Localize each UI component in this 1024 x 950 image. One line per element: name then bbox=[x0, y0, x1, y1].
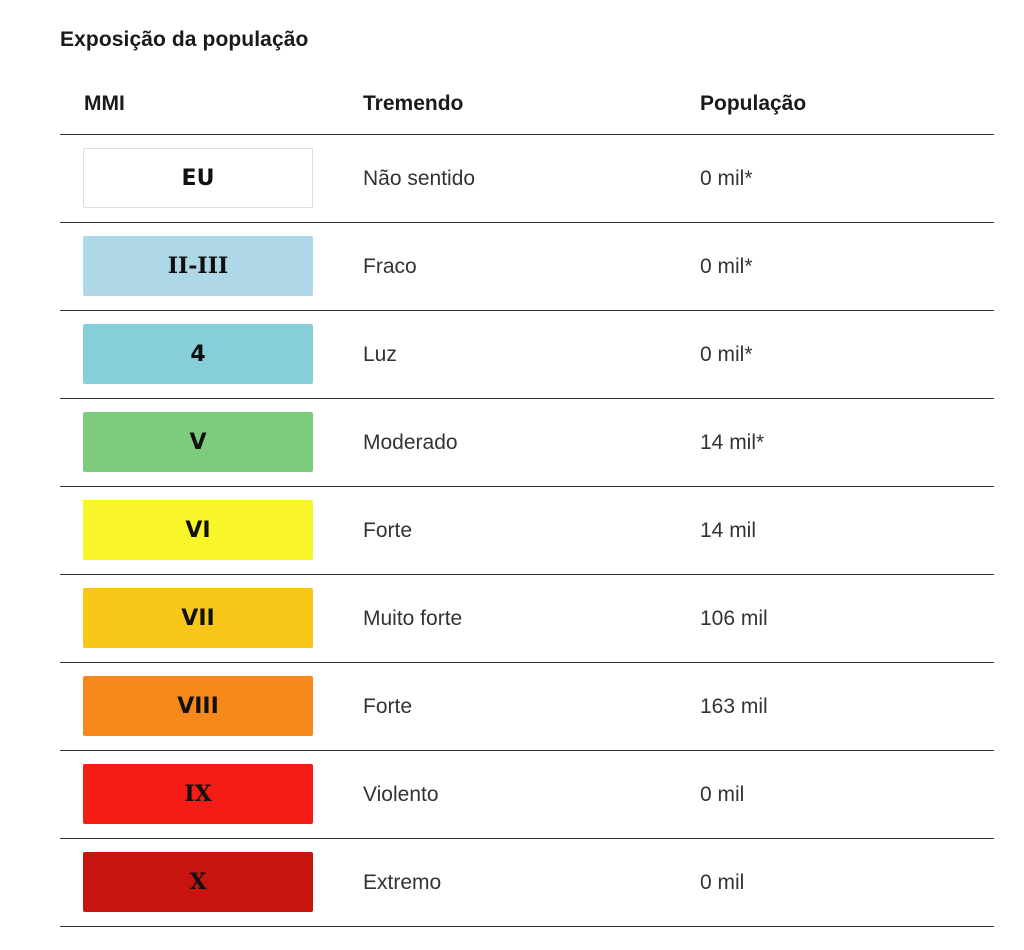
shaking-cell: Fraco bbox=[363, 255, 417, 278]
population-cell: 0 mil* bbox=[700, 167, 753, 190]
population-cell: 0 mil* bbox=[700, 255, 753, 278]
mmi-swatch: IX bbox=[83, 764, 313, 824]
table-row: V Moderado 14 mil* bbox=[60, 399, 994, 487]
mmi-swatch: VIII bbox=[83, 676, 313, 736]
table-row: 4 Luz 0 mil* bbox=[60, 311, 994, 399]
shaking-cell: Forte bbox=[363, 519, 413, 542]
table-row: X Extremo 0 mil bbox=[60, 839, 994, 927]
population-exposure-table: EU Não sentido 0 mil* II-III Fraco 0 mil… bbox=[60, 135, 994, 927]
column-header-shaking: Tremendo bbox=[363, 92, 464, 115]
mmi-swatch: VI bbox=[83, 500, 313, 560]
table-row: EU Não sentido 0 mil* bbox=[60, 135, 994, 223]
column-header-mmi: MMI bbox=[84, 92, 125, 115]
table-row: VII Muito forte 106 mil bbox=[60, 575, 994, 663]
population-cell: 0 mil bbox=[700, 783, 745, 806]
mmi-swatch: V bbox=[83, 412, 313, 472]
table-header: MMI Tremendo População bbox=[60, 88, 994, 135]
shaking-cell: Não sentido bbox=[363, 167, 476, 190]
shaking-cell: Muito forte bbox=[363, 607, 463, 630]
shaking-cell: Violento bbox=[363, 783, 439, 806]
population-cell: 163 mil bbox=[700, 695, 768, 718]
shaking-cell: Moderado bbox=[363, 431, 458, 454]
mmi-swatch: VII bbox=[83, 588, 313, 648]
table-row: II-III Fraco 0 mil* bbox=[60, 223, 994, 311]
shaking-cell: Extremo bbox=[363, 871, 442, 894]
population-cell: 0 mil bbox=[700, 871, 745, 894]
population-cell: 0 mil* bbox=[700, 343, 753, 366]
shaking-cell: Luz bbox=[363, 343, 397, 366]
mmi-swatch: X bbox=[83, 852, 313, 912]
table-row: IX Violento 0 mil bbox=[60, 751, 994, 839]
page-title: Exposição da população bbox=[60, 28, 309, 51]
table-row: VIII Forte 163 mil bbox=[60, 663, 994, 751]
mmi-swatch: 4 bbox=[83, 324, 313, 384]
population-cell: 106 mil bbox=[700, 607, 768, 630]
shaking-cell: Forte bbox=[363, 695, 413, 718]
population-cell: 14 mil bbox=[700, 519, 757, 542]
mmi-swatch: EU bbox=[83, 148, 313, 208]
mmi-swatch: II-III bbox=[83, 236, 313, 296]
column-header-population: População bbox=[700, 92, 807, 115]
population-cell: 14 mil* bbox=[700, 431, 765, 454]
table-row: VI Forte 14 mil bbox=[60, 487, 994, 575]
